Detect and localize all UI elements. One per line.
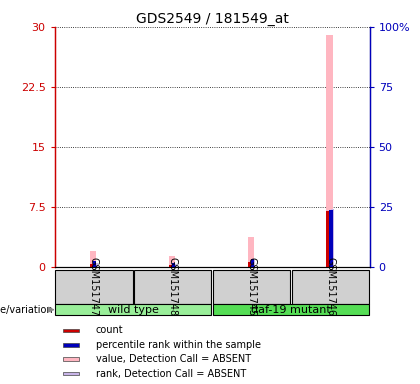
Bar — [247, 262, 251, 267]
Bar — [90, 251, 96, 267]
Bar — [326, 211, 329, 267]
Bar — [252, 260, 255, 267]
Bar — [172, 263, 175, 267]
Text: daf-19 mutant: daf-19 mutant — [251, 305, 331, 314]
Bar — [90, 263, 93, 267]
Bar — [213, 305, 369, 315]
Bar — [95, 263, 98, 267]
Text: wild type: wild type — [108, 305, 159, 314]
Bar — [247, 237, 254, 267]
Text: GSM151746: GSM151746 — [325, 257, 335, 316]
Bar — [213, 270, 290, 304]
Text: percentile rank within the sample: percentile rank within the sample — [96, 340, 260, 350]
Text: value, Detection Call = ABSENT: value, Detection Call = ABSENT — [96, 354, 251, 364]
Bar — [331, 209, 334, 267]
Bar — [291, 270, 369, 304]
Bar — [55, 270, 133, 304]
Bar — [251, 259, 254, 267]
Bar — [93, 261, 96, 267]
Bar — [63, 329, 79, 332]
Text: GSM151748: GSM151748 — [168, 257, 178, 316]
Bar — [169, 265, 172, 267]
Text: GSM151745: GSM151745 — [247, 257, 257, 316]
Text: genotype/variation: genotype/variation — [0, 305, 53, 314]
Title: GDS2549 / 181549_at: GDS2549 / 181549_at — [136, 12, 289, 26]
Bar — [55, 305, 211, 315]
Bar — [63, 358, 79, 361]
Text: GSM151747: GSM151747 — [89, 257, 99, 316]
Bar — [169, 256, 175, 267]
Bar — [329, 210, 333, 267]
Bar — [173, 264, 177, 267]
Text: rank, Detection Call = ABSENT: rank, Detection Call = ABSENT — [96, 369, 246, 379]
Text: count: count — [96, 326, 123, 336]
Bar — [326, 35, 333, 267]
Bar — [63, 343, 79, 347]
Bar — [63, 372, 79, 375]
Bar — [134, 270, 211, 304]
